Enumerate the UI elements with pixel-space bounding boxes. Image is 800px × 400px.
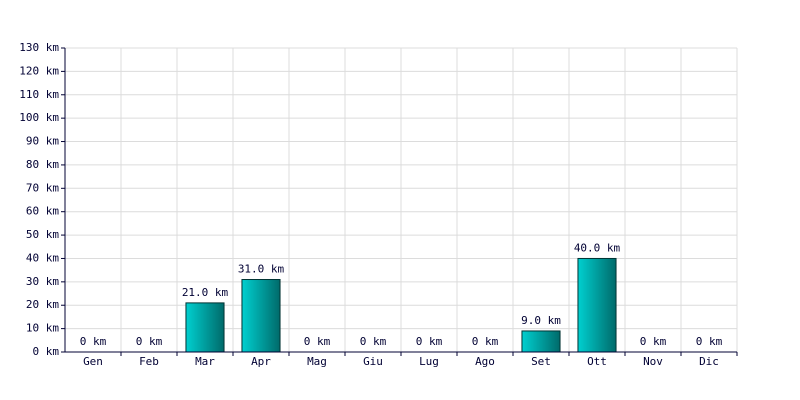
- y-tick-label: 110 km: [19, 88, 59, 101]
- y-tick-label: 80 km: [26, 158, 59, 171]
- x-tick-label: Ago: [475, 355, 495, 368]
- x-tick-label: Apr: [251, 355, 271, 368]
- y-tick-label: 120 km: [19, 64, 59, 77]
- value-label: 0 km: [360, 335, 387, 348]
- y-tick-label: 40 km: [26, 251, 59, 264]
- value-label: 0 km: [640, 335, 667, 348]
- value-label: 0 km: [416, 335, 443, 348]
- value-label: 0 km: [304, 335, 331, 348]
- bar: [577, 257, 617, 353]
- y-tick-label: 20 km: [26, 298, 59, 311]
- x-tick-label: Lug: [419, 355, 439, 368]
- bar: [241, 279, 281, 353]
- x-tick-label: Set: [531, 355, 551, 368]
- bar: [185, 302, 225, 353]
- y-tick-label: 30 km: [26, 275, 59, 288]
- x-tick-label: Mag: [307, 355, 327, 368]
- value-label: 21.0 km: [182, 286, 229, 299]
- value-label: 40.0 km: [574, 241, 621, 254]
- value-label: 31.0 km: [238, 263, 285, 276]
- x-tick-label: Mar: [195, 355, 215, 368]
- x-tick-label: Nov: [643, 355, 663, 368]
- value-label: 0 km: [696, 335, 723, 348]
- x-tick-label: Dic: [699, 355, 719, 368]
- y-tick-label: 100 km: [19, 111, 59, 124]
- value-label: 9.0 km: [521, 314, 561, 327]
- y-tick-label: 90 km: [26, 135, 59, 148]
- y-tick-label: 10 km: [26, 322, 59, 335]
- y-tick-label: 50 km: [26, 228, 59, 241]
- bar: [521, 330, 561, 353]
- y-tick-label: 130 km: [19, 41, 59, 54]
- y-tick-label: 60 km: [26, 205, 59, 218]
- x-tick-label: Feb: [139, 355, 159, 368]
- x-tick-label: Gen: [83, 355, 103, 368]
- x-tick-label: Giu: [363, 355, 383, 368]
- x-tick-label: Ott: [587, 355, 607, 368]
- value-label: 0 km: [472, 335, 499, 348]
- y-tick-label: 0 km: [33, 345, 60, 358]
- value-label: 0 km: [136, 335, 163, 348]
- y-tick-label: 70 km: [26, 181, 59, 194]
- value-label: 0 km: [80, 335, 107, 348]
